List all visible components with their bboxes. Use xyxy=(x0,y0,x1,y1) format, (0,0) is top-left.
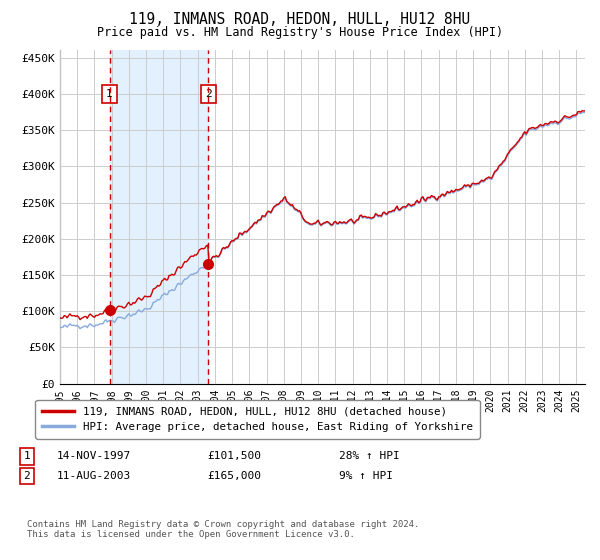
Text: 28% ↑ HPI: 28% ↑ HPI xyxy=(339,451,400,461)
Text: 1: 1 xyxy=(23,451,31,461)
Legend: 119, INMANS ROAD, HEDON, HULL, HU12 8HU (detached house), HPI: Average price, de: 119, INMANS ROAD, HEDON, HULL, HU12 8HU … xyxy=(35,400,479,438)
Text: Price paid vs. HM Land Registry's House Price Index (HPI): Price paid vs. HM Land Registry's House … xyxy=(97,26,503,39)
Text: £165,000: £165,000 xyxy=(207,471,261,481)
Text: 2: 2 xyxy=(23,471,31,481)
Text: 11-AUG-2003: 11-AUG-2003 xyxy=(57,471,131,481)
Text: £101,500: £101,500 xyxy=(207,451,261,461)
Text: 9% ↑ HPI: 9% ↑ HPI xyxy=(339,471,393,481)
Text: 1: 1 xyxy=(106,89,113,99)
Text: 119, INMANS ROAD, HEDON, HULL, HU12 8HU: 119, INMANS ROAD, HEDON, HULL, HU12 8HU xyxy=(130,12,470,27)
Text: 14-NOV-1997: 14-NOV-1997 xyxy=(57,451,131,461)
Bar xyxy=(110,50,208,384)
Text: 2: 2 xyxy=(205,89,212,99)
Text: Contains HM Land Registry data © Crown copyright and database right 2024.
This d: Contains HM Land Registry data © Crown c… xyxy=(27,520,419,539)
